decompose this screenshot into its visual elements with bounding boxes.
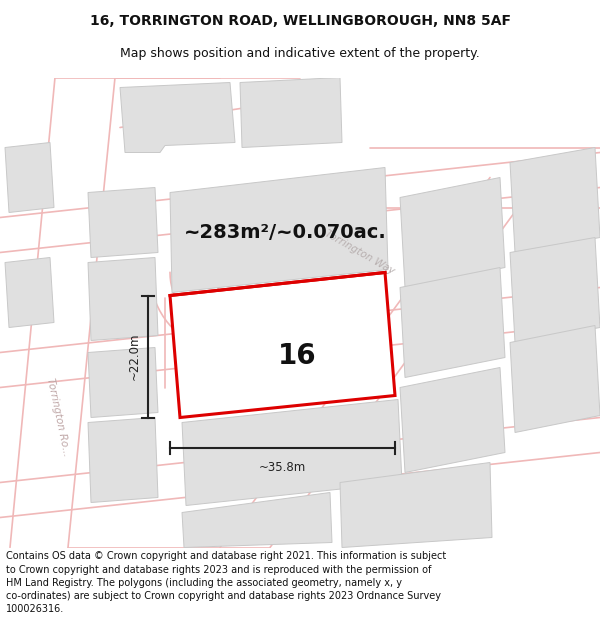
Polygon shape xyxy=(400,177,505,288)
Polygon shape xyxy=(170,168,388,292)
Polygon shape xyxy=(400,368,505,472)
Polygon shape xyxy=(340,462,492,548)
Polygon shape xyxy=(170,272,395,418)
Text: 16: 16 xyxy=(278,341,317,369)
Text: Torrington Ro...: Torrington Ro... xyxy=(45,378,71,458)
Polygon shape xyxy=(182,399,402,506)
Text: Contains OS data © Crown copyright and database right 2021. This information is : Contains OS data © Crown copyright and d… xyxy=(6,551,446,614)
Text: 16, TORRINGTON ROAD, WELLINGBOROUGH, NN8 5AF: 16, TORRINGTON ROAD, WELLINGBOROUGH, NN8… xyxy=(89,14,511,28)
Text: ~35.8m: ~35.8m xyxy=(259,461,306,474)
Polygon shape xyxy=(510,326,600,432)
Text: Torrington Way: Torrington Way xyxy=(323,229,397,276)
Polygon shape xyxy=(5,258,54,328)
Polygon shape xyxy=(400,268,505,378)
Polygon shape xyxy=(88,188,158,258)
Polygon shape xyxy=(88,418,158,502)
Text: ~22.0m: ~22.0m xyxy=(128,332,140,380)
Polygon shape xyxy=(88,258,158,341)
Polygon shape xyxy=(120,82,235,152)
Text: Map shows position and indicative extent of the property.: Map shows position and indicative extent… xyxy=(120,48,480,61)
Polygon shape xyxy=(240,78,342,148)
Polygon shape xyxy=(510,148,600,253)
Polygon shape xyxy=(510,238,600,342)
Polygon shape xyxy=(182,492,332,548)
Polygon shape xyxy=(88,348,158,418)
Polygon shape xyxy=(5,142,54,212)
Text: ~283m²/~0.070ac.: ~283m²/~0.070ac. xyxy=(184,223,386,242)
